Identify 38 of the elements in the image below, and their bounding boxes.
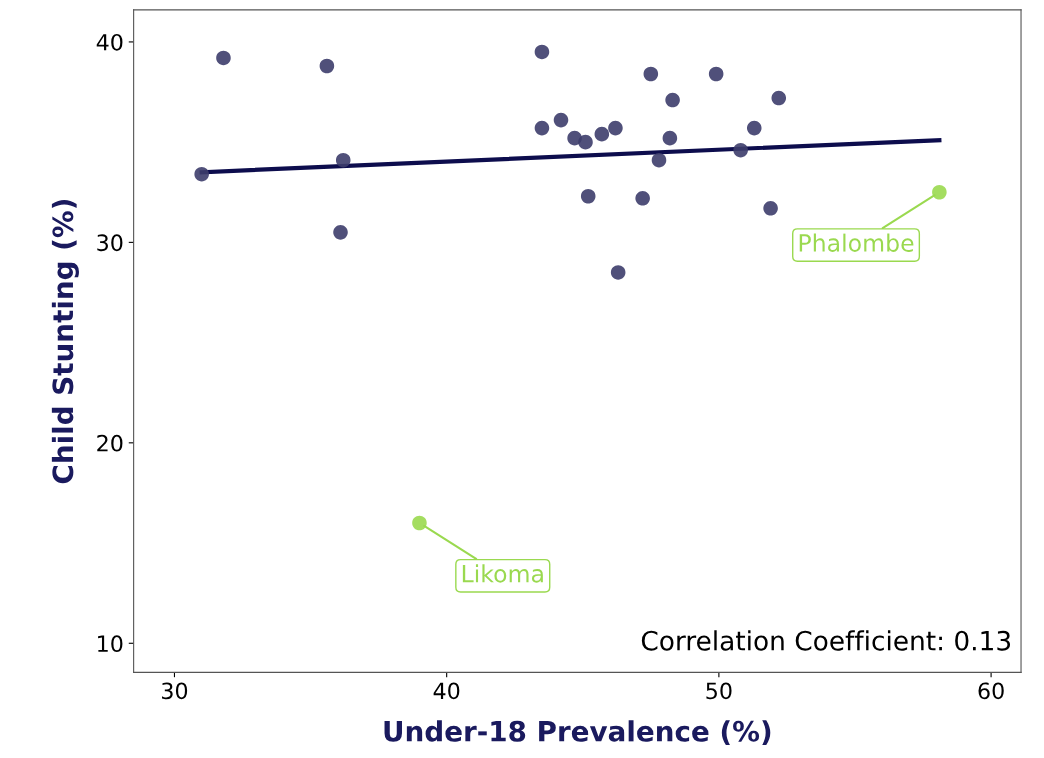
point xyxy=(319,58,335,74)
annotation: Phalombe xyxy=(799,233,914,252)
point xyxy=(771,90,787,106)
point xyxy=(763,201,778,216)
x-tick-label: 40 xyxy=(433,682,460,700)
point xyxy=(651,152,667,168)
point xyxy=(635,190,650,206)
x-tick-label: 60 xyxy=(978,682,1004,700)
point xyxy=(534,44,550,60)
x-tick-label: 50 xyxy=(706,682,732,700)
point xyxy=(608,120,623,136)
x-tick-label: 30 xyxy=(162,682,188,700)
point xyxy=(643,66,659,82)
point xyxy=(216,50,231,66)
point xyxy=(746,120,762,136)
point xyxy=(553,112,569,128)
point xyxy=(610,265,626,280)
y-axis-title: Child Stunting (%) xyxy=(51,200,79,484)
point xyxy=(412,515,427,531)
point xyxy=(733,142,748,158)
point xyxy=(932,184,947,200)
point xyxy=(534,120,550,136)
x-axis-title: Under-18 Prevalence (%) xyxy=(384,720,771,746)
point xyxy=(335,152,351,168)
point xyxy=(594,126,610,142)
point xyxy=(578,134,593,150)
y-tick-label: 30 xyxy=(97,234,123,252)
annotation: Correlation Coefficient: 0.13 xyxy=(641,630,1011,651)
annotation: Likoma xyxy=(462,564,543,583)
y-tick-label: 40 xyxy=(96,33,123,51)
point xyxy=(708,66,724,82)
point xyxy=(194,166,209,182)
point xyxy=(580,188,596,204)
y-tick-label: 10 xyxy=(98,635,123,653)
point xyxy=(333,225,348,240)
point xyxy=(665,92,680,108)
point xyxy=(662,130,678,146)
y-tick-label: 20 xyxy=(97,434,123,452)
